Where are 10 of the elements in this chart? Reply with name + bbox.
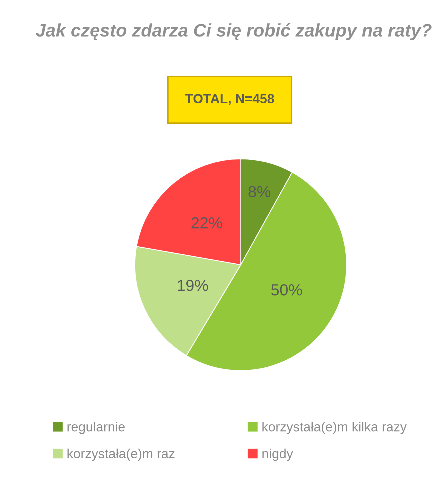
data-label: 19% [178,280,208,292]
legend-label: korzystała(e)m kilka razy [262,422,407,434]
legend-label: regularnie [68,422,125,434]
legend-label: nigdy [262,448,294,462]
chart-subtitle: TOTAL, N=458 [185,94,274,106]
data-label: 50% [272,284,302,296]
chart-title: Jak często zdarza Ci się robić zakupy na raty? [36,24,432,40]
legend-label: korzystała(e)m raz [68,448,175,462]
data-label: 22% [192,217,222,229]
data-label: 8% [248,186,271,198]
